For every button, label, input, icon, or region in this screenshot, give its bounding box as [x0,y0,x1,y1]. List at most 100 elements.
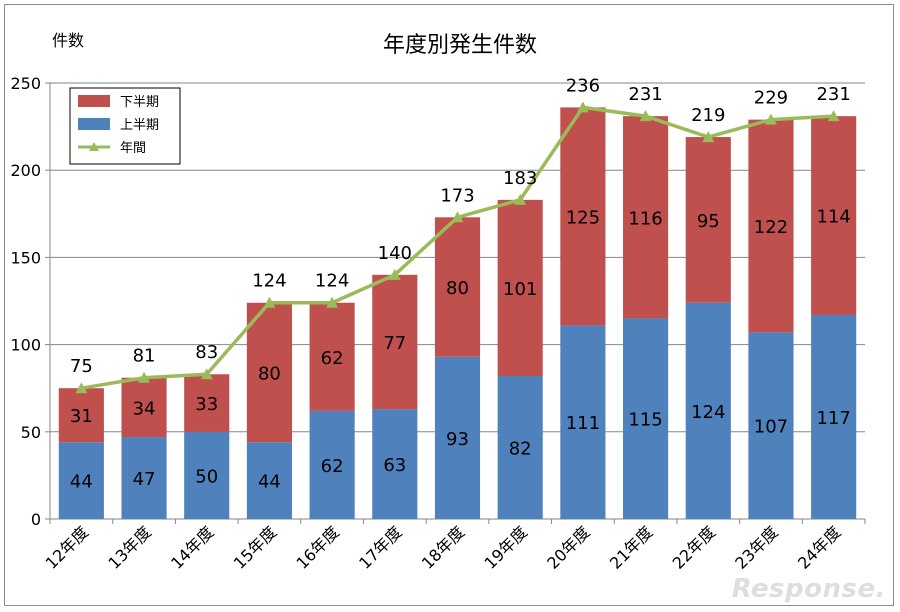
watermark-logo: Response. [731,574,886,604]
bar-upper-half [246,302,292,443]
total-value-label: 219 [691,105,725,126]
bar-lower-half [184,431,230,519]
total-marker [639,110,652,122]
bar-upper-half [184,374,230,432]
y-tick-label: 0 [31,510,41,529]
bar-upper-half [309,302,355,411]
total-marker [388,268,401,280]
legend-label: 年間 [120,141,146,156]
bar-lower-half [811,314,857,519]
total-value-label: 231 [628,84,662,105]
bar-value-label-upper: 122 [754,217,788,238]
bar-upper-half [121,377,167,438]
bar-upper-half [685,137,731,303]
bar-upper-half [560,107,606,326]
total-marker [263,296,276,308]
bar-lower-half [434,356,481,519]
x-tick-label: 16年度 [292,522,342,572]
y-tick-label: 100 [10,336,41,355]
bar-value-label-lower: 117 [816,408,850,429]
bar-lower-half [121,437,167,519]
total-value-label: 236 [566,75,600,96]
x-tick-label: 15年度 [230,522,280,572]
bar-value-label-upper: 77 [383,333,406,354]
bar-lower-half [246,442,292,519]
total-marker [576,101,589,113]
total-value-label: 124 [315,271,349,292]
bar-value-label-upper: 80 [446,278,469,299]
total-marker [827,110,840,122]
bar-value-label-upper: 116 [628,208,662,229]
total-marker [75,382,88,394]
x-tick-label: 24年度 [794,522,844,572]
legend-swatch [78,118,110,130]
legend-label: 下半期 [120,95,159,110]
bar-value-label-upper: 33 [195,394,218,415]
bar-value-label-lower: 44 [70,472,93,493]
bar-lower-half [497,375,543,519]
bar-value-label-lower: 93 [446,429,469,450]
total-marker [200,368,213,380]
bar-value-label-lower: 62 [321,456,344,477]
total-marker [764,113,777,125]
bar-lower-half [309,410,355,519]
x-tick-label: 22年度 [669,522,719,572]
x-tick-label: 13年度 [104,522,154,572]
bar-lower-half [560,325,606,519]
bar-value-label-lower: 44 [258,472,281,493]
bar-value-label-lower: 115 [628,410,662,431]
x-tick-label: 21年度 [606,522,656,572]
bar-upper-half [748,119,794,333]
x-tick-label: 19年度 [481,522,531,572]
x-tick-label: 12年度 [42,522,92,572]
bar-value-label-upper: 101 [503,279,537,300]
chart-title: 年度別発生件数 [383,33,537,58]
bar-upper-half [434,217,481,357]
legend-swatch [78,95,110,107]
total-value-label: 75 [70,356,93,377]
bar-lower-half [58,442,104,519]
x-tick-label: 18年度 [418,522,468,572]
bar-value-label-upper: 125 [566,207,600,228]
total-value-label: 81 [133,346,156,367]
bar-value-label-lower: 107 [754,417,788,438]
total-marker [451,211,464,223]
total-value-label: 231 [816,84,850,105]
bar-value-label-upper: 80 [258,364,281,385]
bar-value-label-lower: 50 [195,466,218,487]
bar-lower-half [685,302,731,519]
bar-value-label-lower: 82 [509,438,532,459]
bar-value-label-lower: 111 [566,413,600,434]
bar-value-label-upper: 114 [816,207,850,228]
total-marker [138,371,151,383]
bar-value-label-upper: 31 [70,406,93,427]
bar-upper-half [811,116,857,315]
bar-upper-half [497,199,543,376]
bar-lower-half [623,318,669,519]
x-tick-label: 14年度 [167,522,217,572]
bar-value-label-lower: 124 [691,402,725,423]
y-tick-label: 50 [21,423,41,442]
bar-value-label-lower: 63 [383,455,406,476]
bar-upper-half [58,388,104,443]
legend-swatch-marker [89,142,99,151]
legend-label: 上半期 [120,118,159,133]
total-marker [514,193,527,205]
bar-value-label-upper: 62 [321,348,344,369]
total-value-label: 124 [252,271,286,292]
bar-upper-half [372,274,418,410]
y-tick-label: 250 [10,74,41,93]
bar-lower-half [372,409,418,519]
bar-value-label-upper: 34 [133,398,156,419]
x-tick-label: 23年度 [731,522,781,572]
y-tick-label: 150 [10,248,41,267]
total-marker [326,296,339,308]
x-tick-label: 20年度 [543,522,593,572]
x-tick-label: 17年度 [355,522,405,572]
bar-value-label-lower: 47 [133,469,156,490]
total-marker [702,131,715,143]
bar-lower-half [748,332,794,519]
total-value-label: 183 [503,168,537,189]
total-value-label: 173 [440,185,474,206]
